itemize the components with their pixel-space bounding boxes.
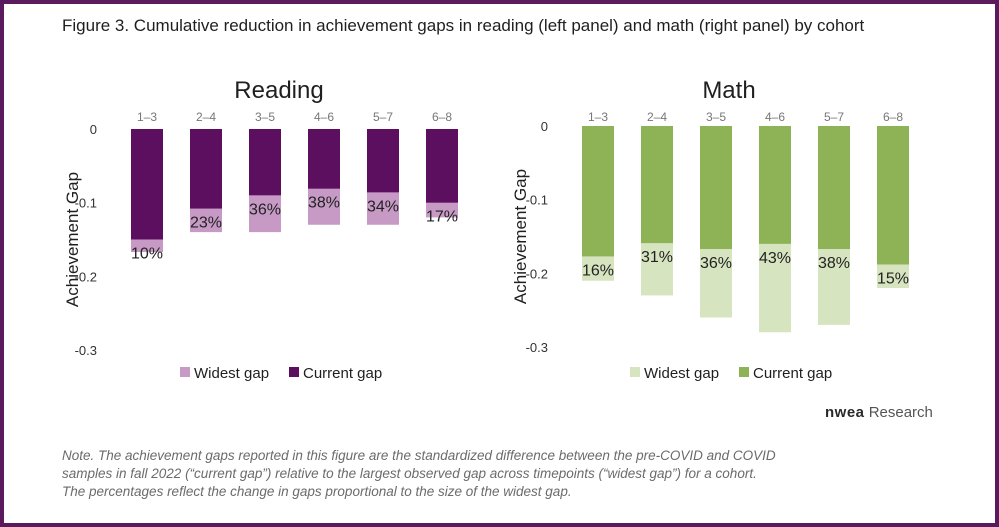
math-legend-swatch [739, 367, 749, 377]
reading-category-label: 4–6 [314, 110, 334, 124]
math-data-label: 31% [641, 249, 673, 266]
reading-y-tick-label: -0.1 [75, 196, 97, 211]
math-y-tick-label: -0.1 [526, 193, 548, 208]
math-data-label: 16% [582, 262, 614, 279]
math-y-tick-label: 0 [541, 119, 548, 134]
math-category-label: 3–5 [706, 110, 726, 124]
reading-y-tick-label: 0 [90, 122, 97, 137]
reading-data-label: 17% [426, 209, 458, 226]
figure-title: Figure 3. Cumulative reduction in achiev… [62, 16, 865, 35]
math-data-label: 43% [759, 250, 791, 267]
figure-note: Note. The achievement gaps reported in t… [62, 447, 942, 501]
math-data-label: 38% [818, 255, 850, 272]
reading-category-label: 2–4 [196, 110, 216, 124]
brand-logo: nwea Research [825, 404, 933, 421]
reading-y-tick-label: -0.2 [75, 269, 97, 284]
reading-bar-current-gap [308, 129, 340, 189]
reading-legend-swatch [180, 367, 190, 377]
math-legend-label: Widest gap [644, 365, 719, 382]
math-category-label: 2–4 [647, 110, 667, 124]
reading-category-label: 5–7 [373, 110, 393, 124]
reading-category-label: 3–5 [255, 110, 275, 124]
reading-legend-swatch [289, 367, 299, 377]
math-bar-current-gap [759, 126, 791, 244]
math-bar-current-gap [641, 126, 673, 244]
math-data-label: 15% [877, 270, 909, 287]
reading-y-tick-label: -0.3 [75, 343, 97, 358]
math-category-label: 6–8 [883, 110, 903, 124]
math-bar-current-gap [582, 126, 614, 257]
math-chart-title: Math [702, 77, 755, 104]
note-line: Note. The achievement gaps reported in t… [62, 448, 776, 463]
math-y-tick-label: -0.2 [526, 266, 548, 281]
reading-category-label: 1–3 [137, 110, 157, 124]
reading-data-label: 36% [249, 201, 281, 218]
reading-data-label: 38% [308, 195, 340, 212]
math-legend-swatch [630, 367, 640, 377]
reading-category-label: 6–8 [432, 110, 452, 124]
reading-bar-current-gap [131, 129, 163, 240]
math-category-label: 4–6 [765, 110, 785, 124]
math-category-label: 5–7 [824, 110, 844, 124]
reading-data-label: 23% [190, 215, 222, 232]
brand-suffix: Research [868, 404, 933, 421]
math-category-label: 1–3 [588, 110, 608, 124]
reading-bar-current-gap [367, 129, 399, 193]
reading-bar-current-gap [190, 129, 222, 209]
reading-y-axis-label: Achievement Gap [63, 172, 82, 307]
math-legend-label: Current gap [753, 365, 832, 382]
note-line: The percentages reflect the change in ga… [62, 484, 572, 499]
reading-legend-label: Widest gap [194, 365, 269, 382]
math-bar-current-gap [877, 126, 909, 265]
math-bar-current-gap [818, 126, 850, 250]
reading-bar-current-gap [249, 129, 281, 196]
reading-bar-current-gap [426, 129, 458, 203]
math-bar-current-gap [700, 126, 732, 250]
reading-data-label: 10% [131, 246, 163, 263]
math-y-axis-label: Achievement Gap [511, 169, 530, 304]
math-y-tick-label: -0.3 [526, 340, 548, 355]
brand-logo-text: nwea [825, 404, 865, 421]
note-line: samples in fall 2022 (“current gap”) rel… [62, 466, 757, 481]
reading-legend-label: Current gap [303, 365, 382, 382]
reading-chart-title: Reading [234, 77, 323, 104]
math-data-label: 36% [700, 255, 732, 272]
reading-data-label: 34% [367, 198, 399, 215]
